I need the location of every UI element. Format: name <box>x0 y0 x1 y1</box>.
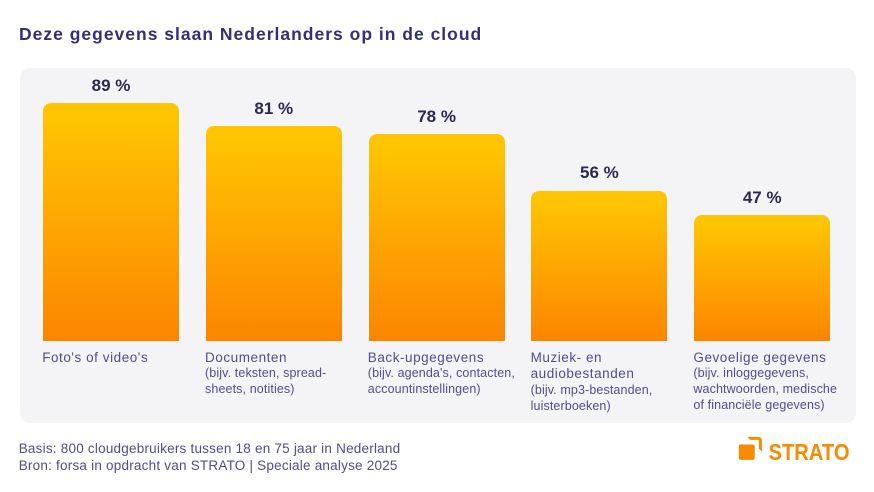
svg-text:STRATO: STRATO <box>769 439 850 465</box>
